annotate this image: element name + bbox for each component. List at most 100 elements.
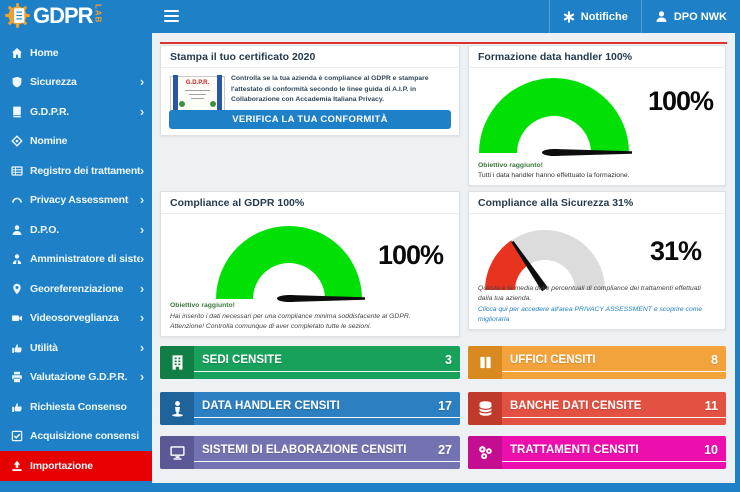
- tile-value: 8: [711, 352, 718, 367]
- home-icon: [11, 47, 30, 59]
- chevron-right-icon: ›: [139, 221, 144, 237]
- video-camera-icon: [11, 312, 30, 324]
- sidebar-item-label: Georeferenziazione: [30, 282, 124, 295]
- gauge-pivot: [277, 295, 301, 302]
- certificate-image: G.D.P.R.: [170, 75, 225, 117]
- gauge-needle: [554, 149, 632, 156]
- tile-value: 17: [438, 398, 452, 413]
- tile-label: SEDI CENSITE: [202, 353, 282, 366]
- sidebar-item-acquisizione-consensi[interactable]: Acquisizione consensi: [0, 422, 152, 452]
- sidebar-item-privacy-assessment[interactable]: Privacy Assessment ›: [0, 186, 152, 216]
- tile-value: 10: [704, 442, 718, 457]
- sidebar-item-importazione[interactable]: Importazione: [0, 451, 152, 481]
- compliance-sicurezza-card: Compliance alla Sicurezza 31% 31% Questa…: [468, 191, 726, 330]
- notifications-button[interactable]: Notifiche: [548, 0, 641, 33]
- sidebar-item-amministratore[interactable]: Amministratore di sistema ›: [0, 245, 152, 275]
- user-label: DPO NWK: [673, 10, 727, 23]
- compliance-sicurezza-card-title: Compliance alla Sicurezza 31%: [469, 192, 725, 214]
- sidebar-item-label: Videosorveglianza: [30, 312, 119, 325]
- formazione-card-title: Formazione data handler 100%: [469, 46, 725, 68]
- app-header: GDPR LAB Notifiche: [0, 0, 740, 33]
- chevron-right-icon: ›: [139, 310, 144, 326]
- hamburger-menu-icon[interactable]: [164, 10, 180, 23]
- sidebar-item-registro-trattamenti[interactable]: Registro dei trattamenti ›: [0, 156, 152, 186]
- thumbs-up-icon: [11, 401, 30, 413]
- compliance-gdpr-gauge-value: 100%: [377, 240, 444, 270]
- sidebar-item-label: Importazione: [30, 459, 93, 472]
- note-line: Tutti i data handler hanno effettuato la…: [478, 171, 630, 179]
- brand-gdpr-text: GDPR: [33, 2, 94, 28]
- tile-value: 11: [704, 398, 718, 413]
- sidebar-item-utilita[interactable]: Utilità ›: [0, 333, 152, 363]
- privacy-assessment-link[interactable]: Clicca qui per accedere all'area PRIVACY…: [478, 305, 703, 323]
- sidebar-item-richiesta-consenso[interactable]: Richiesta Consenso: [0, 392, 152, 422]
- shield-icon: [11, 76, 30, 88]
- compliance-gdpr-card-title: Compliance al GDPR 100%: [161, 192, 459, 214]
- tile-divider: [502, 371, 726, 372]
- stat-tile-sistemi-elaborazione-censiti[interactable]: SISTEMI DI ELABORAZIONE CENSITI 27: [160, 436, 460, 469]
- gears-icon: [468, 436, 502, 469]
- stat-tile-sedi-censite[interactable]: SEDI CENSITE 3: [160, 346, 460, 379]
- chevron-right-icon: ›: [139, 339, 144, 355]
- compliance-sicurezza-gauge: [485, 230, 605, 290]
- check-square-icon: [11, 430, 30, 442]
- verify-conformity-button[interactable]: VERIFICA LA TUA CONFORMITÀ: [169, 110, 451, 129]
- sidebar-item-label: Utilità: [30, 341, 58, 354]
- sidebar-item-georeferenziazione[interactable]: Georeferenziazione ›: [0, 274, 152, 304]
- gauge-needle: [289, 295, 365, 302]
- chevron-right-icon: ›: [139, 280, 144, 296]
- sidebar-nav: Home Sicurezza › G.D.P.R. › Nomine Regis…: [0, 33, 152, 492]
- sidebar-item-label: D.P.O.: [30, 223, 59, 236]
- stat-tile-trattamenti-censiti[interactable]: TRATTAMENTI CENSITI 10: [468, 436, 726, 469]
- note-title: Obiettivo raggiunto!: [478, 161, 543, 169]
- diamond-icon: [11, 135, 30, 148]
- table-icon: [11, 165, 30, 177]
- compliance-gdpr-gauge: [216, 226, 365, 302]
- sidebar-item-label: Amministratore di sistema: [30, 253, 140, 266]
- admin-user-icon: [11, 253, 30, 265]
- compliance-sicurezza-notes: Questa è la media delle percentuali di c…: [478, 284, 716, 325]
- formazione-gauge: [479, 78, 632, 156]
- tile-divider: [502, 417, 726, 418]
- sidebar-item-label: Acquisizione consensi: [30, 430, 139, 443]
- top-red-rule: [160, 42, 727, 44]
- asterisk-notifications-icon: [563, 10, 575, 23]
- main-content: Stampa il tuo certificato 2020 G.D.P.R. …: [152, 33, 735, 483]
- formazione-card: Formazione data handler 100% 100% Obiett…: [468, 45, 726, 186]
- sidebar-item-sicurezza[interactable]: Sicurezza ›: [0, 68, 152, 98]
- compliance-gdpr-card: Compliance al GDPR 100% 100% Obiettivo r…: [160, 191, 460, 337]
- note-title: Obiettivo raggiunto!: [170, 302, 235, 310]
- sidebar-item-valutazione-gdpr[interactable]: Valutazione G.D.P.R. ›: [0, 363, 152, 393]
- sidebar-item-videosorveglianza[interactable]: Videosorveglianza ›: [0, 304, 152, 334]
- brand-logo[interactable]: GDPR LAB: [4, 2, 103, 29]
- book-icon: [11, 106, 30, 118]
- tile-divider: [502, 461, 726, 462]
- sidebar-item-gdpr[interactable]: G.D.P.R. ›: [0, 97, 152, 127]
- thumbs-up-icon: [11, 342, 30, 354]
- tile-label: DATA HANDLER CENSITI: [202, 399, 340, 412]
- stat-tile-uffici-censiti[interactable]: UFFICI CENSITI 8: [468, 346, 726, 379]
- sidebar-item-label: Registro dei trattamenti: [30, 164, 140, 177]
- sidebar-item-label: Home: [30, 46, 59, 59]
- sidebar-item-nomine[interactable]: Nomine: [0, 127, 152, 157]
- note-line: Questa è la media delle percentuali di c…: [478, 285, 701, 303]
- sidebar-item-label: Valutazione G.D.P.R.: [30, 371, 128, 384]
- stat-tile-data-handler-censiti[interactable]: DATA HANDLER CENSITI 17: [160, 392, 460, 425]
- user-icon: [11, 224, 30, 236]
- sidebar-item-dpo[interactable]: D.P.O. ›: [0, 215, 152, 245]
- brand-lab-text: LAB: [93, 3, 103, 23]
- user-menu-button[interactable]: DPO NWK: [640, 0, 740, 33]
- sidebar-item-home[interactable]: Home: [0, 38, 152, 68]
- sidebar-item-label: Richiesta Consenso: [30, 400, 127, 413]
- gear-document-logo-icon: [4, 2, 31, 29]
- printer-icon: [11, 371, 30, 383]
- person-icon: [160, 392, 194, 425]
- building-icon: [160, 346, 194, 379]
- note-line: Hai inserito i dati necessari per una co…: [170, 312, 411, 320]
- sidebar-item-label: Privacy Assessment: [30, 194, 129, 207]
- desktop-icon: [160, 436, 194, 469]
- stat-tile-banche-dati-censite[interactable]: BANCHE DATI CENSITE 11: [468, 392, 726, 425]
- certificate-image-title: G.D.P.R.: [185, 80, 210, 86]
- chevron-right-icon: ›: [139, 103, 144, 119]
- columns-icon: [468, 346, 502, 379]
